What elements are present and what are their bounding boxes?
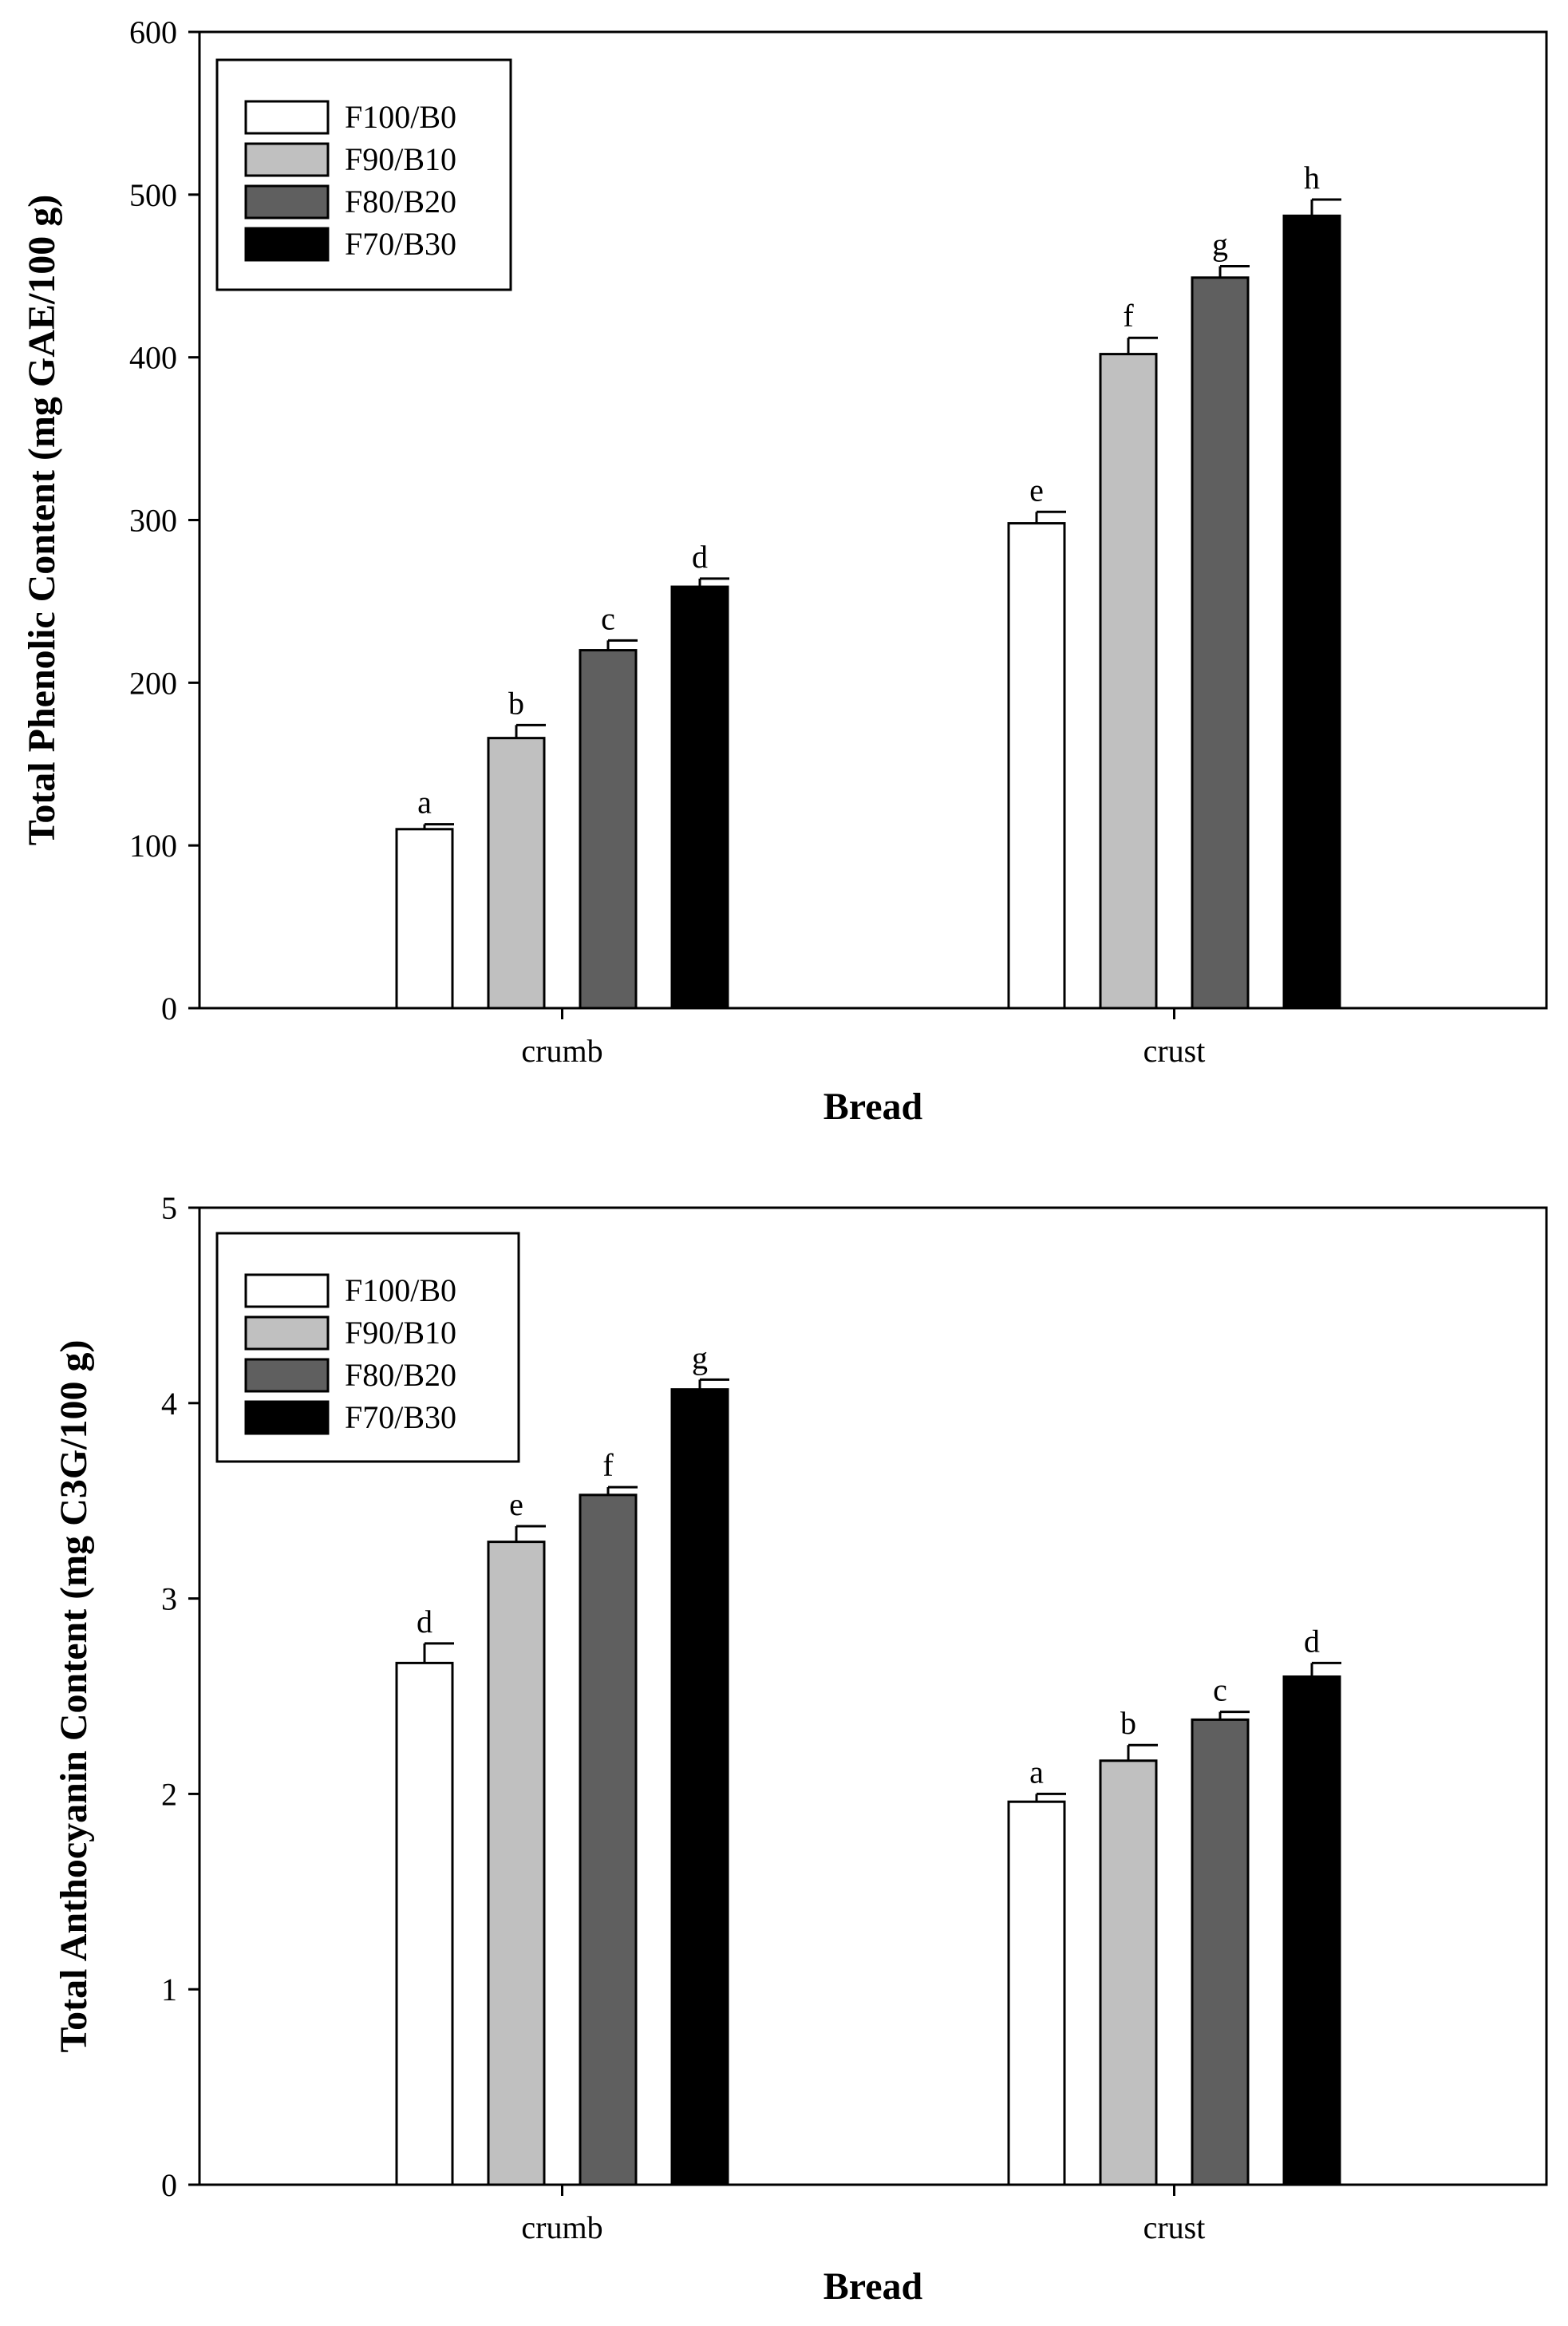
legend-swatch [244, 142, 330, 177]
y-tick-label: 1 [161, 1972, 177, 2008]
bar-crumb-F80-B20 [579, 649, 638, 1010]
significance-letter: g [1212, 227, 1228, 263]
bar-crust-F90-B10 [1099, 353, 1158, 1010]
legend-swatch [244, 100, 330, 135]
significance-letter: c [1213, 1672, 1227, 1708]
anthocyanin-chart: 0 1 2 3 4 5 crumb crust d a e b f c g d F100/B0 F90/B10 F8… [53, 1190, 1548, 2308]
significance-letter: d [692, 539, 708, 575]
significance-letter: d [1304, 1623, 1320, 1659]
legend-swatch [244, 1315, 330, 1351]
bar-crumb-F80-B20 [579, 1493, 638, 2186]
legend-label: F100/B0 [345, 99, 456, 135]
bar-crust-F80-B20 [1191, 1718, 1250, 2186]
y-axis-title: Total Anthocyanin Content (mg C3G/100 g) [53, 1340, 95, 2053]
y-tick-label: 400 [129, 340, 177, 376]
legend-swatch [244, 184, 330, 220]
y-tick-label: 2 [161, 1776, 177, 1812]
significance-letter: g [692, 1339, 708, 1375]
bar-crumb-F70-B30 [670, 585, 729, 1010]
bar-crust-F70-B30 [1282, 1675, 1341, 2186]
significance-letter: e [509, 1486, 523, 1522]
significance-letter: f [602, 1447, 614, 1483]
significance-letter: h [1304, 160, 1320, 196]
x-category-label-crumb: crumb [521, 2209, 602, 2245]
plot-frame [198, 1206, 1548, 2186]
x-category-label-crumb: crumb [521, 1033, 602, 1069]
bar-crust-F100-B0 [1007, 522, 1066, 1010]
significance-letter: b [1120, 1705, 1136, 1741]
x-category-label-crust: crust [1143, 1033, 1206, 1069]
legend: F100/B0 F90/B10 F80/B20 F70/B30 [215, 1232, 520, 1463]
y-tick-label: 100 [129, 828, 177, 864]
legend-swatch [244, 227, 330, 262]
y-tick-label: 300 [129, 503, 177, 539]
legend-label: F100/B0 [345, 1272, 456, 1308]
significance-letter: a [1029, 1754, 1044, 1790]
bar-crumb-F70-B30 [670, 1388, 729, 2186]
legend-label: F70/B30 [345, 226, 456, 262]
y-tick-label: 600 [129, 14, 177, 50]
significance-letter: c [601, 600, 615, 636]
legend-swatch [244, 1273, 330, 1308]
bar-crumb-F90-B10 [487, 737, 546, 1010]
legend-label: F80/B20 [345, 184, 456, 220]
y-tick-label: 0 [161, 991, 177, 1027]
legend-swatch [244, 1358, 330, 1393]
legend-swatch [244, 1400, 330, 1435]
legend-label: F90/B10 [345, 141, 456, 177]
y-tick-label: 200 [129, 665, 177, 701]
significance-letter: e [1029, 472, 1044, 508]
y-axis-title: Total Phenolic Content (mg GAE/100 g) [21, 195, 63, 846]
y-tick-label: 5 [161, 1190, 177, 1226]
legend-label: F90/B10 [345, 1315, 456, 1351]
legend-label: F70/B30 [345, 1399, 456, 1435]
x-axis-title: Bread [823, 2265, 923, 2308]
y-tick-label: 3 [161, 1581, 177, 1617]
significance-letter: b [508, 685, 524, 721]
bar-crust-F100-B0 [1007, 1800, 1066, 2186]
y-tick-label: 4 [161, 1386, 177, 1422]
x-category-label-crust: crust [1143, 2209, 1206, 2245]
bar-crust-F90-B10 [1099, 1759, 1158, 2186]
bar-crust-F70-B30 [1282, 214, 1341, 1010]
legend-label: F80/B20 [345, 1357, 456, 1393]
bar-crust-F80-B20 [1191, 276, 1250, 1010]
bar-crumb-F90-B10 [487, 1541, 546, 2186]
significance-letter: a [417, 785, 432, 821]
y-tick-label: 0 [161, 2167, 177, 2203]
x-axis-title: Bread [823, 1086, 923, 1128]
phenolic-chart: 0 100 200 300 400 500 600 crumb crust a e b f c g d h F10… [21, 14, 1548, 1128]
bar-crumb-F100-B0 [395, 1661, 454, 2186]
bar-crumb-F100-B0 [395, 828, 454, 1010]
significance-letter: f [1123, 298, 1134, 334]
significance-letter: d [417, 1604, 432, 1640]
legend: F100/B0 F90/B10 F80/B20 F70/B30 [215, 58, 512, 291]
y-tick-label: 500 [129, 177, 177, 213]
